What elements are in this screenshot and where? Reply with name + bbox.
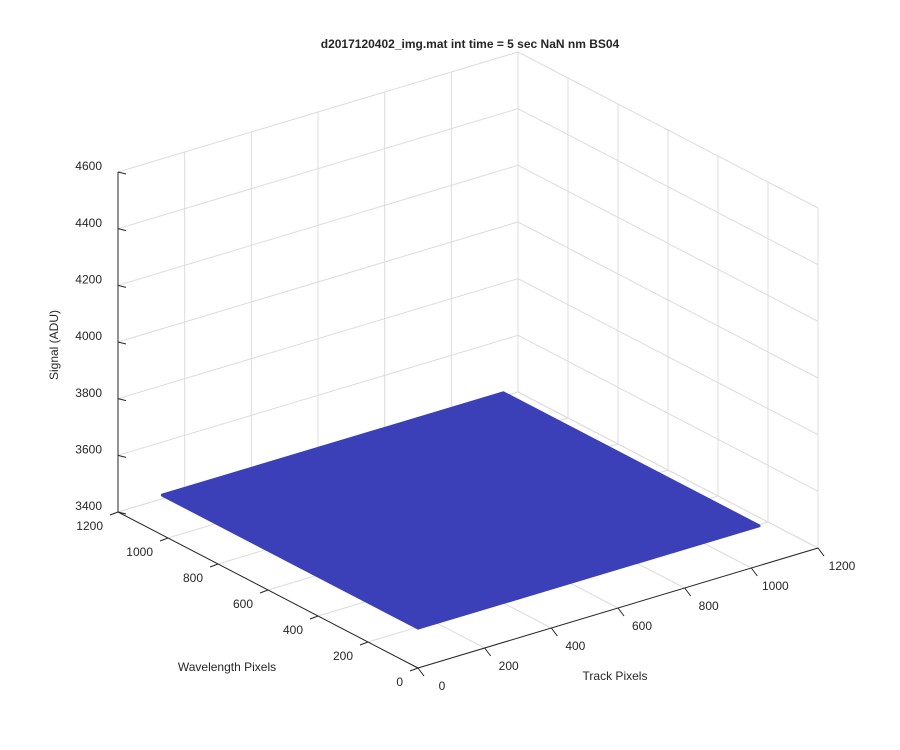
tick-mark xyxy=(117,454,127,458)
z-tick-label: 3600 xyxy=(75,443,102,457)
tick-mark xyxy=(684,587,692,597)
x-tick-label: 0 xyxy=(439,679,446,693)
z-tick-label: 3400 xyxy=(75,499,102,513)
tick-mark xyxy=(117,228,127,232)
tick-mark xyxy=(409,667,419,672)
tick-mark xyxy=(259,589,269,594)
x-tick-label: 800 xyxy=(699,599,719,613)
x-tick-label: 600 xyxy=(632,619,652,633)
y-tick-label: 200 xyxy=(333,649,353,663)
chart-title: d2017120402_img.mat int time = 5 sec NaN… xyxy=(321,37,620,51)
x-tick-label: 200 xyxy=(499,659,519,673)
tick-mark xyxy=(817,547,825,557)
x-tick-label: 1000 xyxy=(762,579,789,593)
y-axis-label: Wavelength Pixels xyxy=(178,660,276,674)
tick-mark xyxy=(109,511,119,516)
z-tick-label: 4200 xyxy=(75,273,102,287)
tick-mark xyxy=(750,567,758,577)
z-tick-label: 3800 xyxy=(75,386,102,400)
tick-mark xyxy=(117,171,127,175)
tick-mark xyxy=(117,284,127,288)
z-tick-label: 4600 xyxy=(75,159,102,173)
y-tick-label: 400 xyxy=(283,623,303,637)
z-axis-label: Signal (ADU) xyxy=(47,310,61,380)
tick-mark xyxy=(550,627,558,637)
x-axis-label: Track Pixels xyxy=(583,669,648,683)
y-tick-label: 0 xyxy=(396,675,403,689)
surface xyxy=(160,391,761,630)
tick-mark xyxy=(617,607,625,617)
y-tick-label: 800 xyxy=(183,571,203,585)
y-tick-label: 1200 xyxy=(76,519,103,533)
tick-mark xyxy=(159,537,169,542)
y-tick-label: 600 xyxy=(233,597,253,611)
tick-mark xyxy=(117,511,127,515)
y-tick-label: 1000 xyxy=(126,545,153,559)
tick-mark xyxy=(309,615,319,620)
tick-mark xyxy=(417,667,425,677)
tick-mark xyxy=(484,647,492,657)
tick-mark xyxy=(359,641,369,646)
z-tick-label: 4000 xyxy=(75,329,102,343)
tick-mark xyxy=(209,563,219,568)
z-tick-label: 4400 xyxy=(75,216,102,230)
x-tick-label: 1200 xyxy=(829,559,856,573)
tick-mark xyxy=(117,341,127,345)
tick-mark xyxy=(117,398,127,402)
x-tick-label: 400 xyxy=(565,639,585,653)
